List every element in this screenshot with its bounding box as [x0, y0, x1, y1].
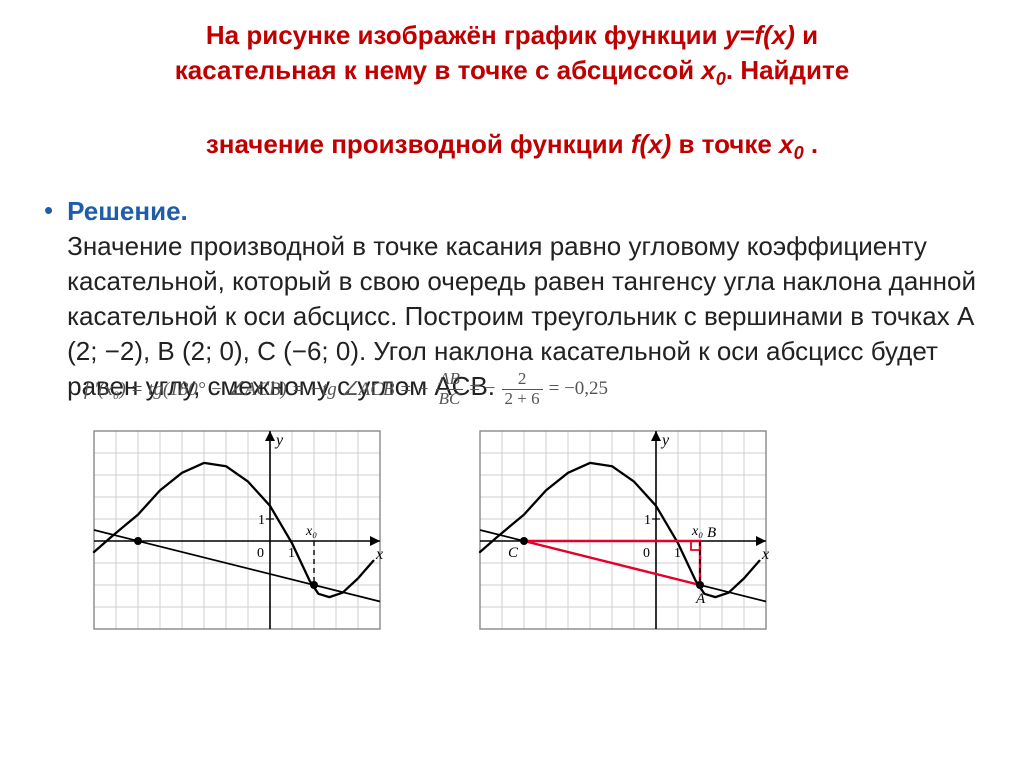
formula-rhs: = −0,25 [549, 378, 608, 400]
formula-lhs: f '(x₀) = tg(180° − ∠ACB) = −tg ∠ACB = − [84, 378, 430, 401]
svg-text:1: 1 [644, 513, 651, 528]
svg-text:0: 0 [257, 546, 264, 561]
svg-text:A: A [695, 591, 706, 607]
chart-left: yx101x₀ [84, 421, 400, 649]
svg-text:y: y [274, 432, 284, 449]
title-seg-2a: касательная к нему в точке с абсциссой [175, 55, 702, 85]
svg-text:x: x [375, 546, 383, 563]
frac1-den: BC [436, 390, 464, 409]
formula-frac-1: AB BC [436, 370, 464, 408]
svg-text:B: B [707, 525, 716, 541]
title-seg-1: На рисунке изображён график функции [206, 20, 725, 50]
title-eq-2: f(x) [631, 129, 671, 159]
solution-lead: Решение. [67, 196, 188, 226]
title-seg-3a: значение производной функции [206, 129, 631, 159]
svg-text:y: y [660, 432, 670, 449]
title-seg-3b: в точке [671, 129, 779, 159]
svg-text:x₀: x₀ [691, 524, 703, 539]
svg-text:C: C [508, 545, 519, 561]
bullet-icon: • [44, 196, 53, 225]
title-seg-2b: . Найдите [726, 55, 849, 85]
svg-text:0: 0 [643, 546, 650, 561]
svg-text:x₀: x₀ [305, 524, 317, 539]
frac2-den: 2 + 6 [502, 390, 543, 409]
title-x0-sub-2: 0 [794, 143, 804, 163]
frac2-num: 2 [515, 370, 530, 389]
svg-text:1: 1 [258, 513, 265, 528]
chart-right: yx101x₀BAC [470, 421, 786, 649]
page-title: На рисунке изображён график функции y=f(… [44, 18, 980, 166]
charts-row: yx101x₀ yx101x₀BAC [44, 421, 980, 649]
title-seg-1b: и [795, 20, 818, 50]
formula-frac-2: 2 2 + 6 [502, 370, 543, 408]
svg-text:x: x [761, 546, 769, 563]
title-eq-1: y=f(x) [725, 20, 795, 50]
title-x0-x-2: x [779, 129, 793, 159]
frac1-num: AB [436, 370, 463, 389]
title-seg-3c: . [804, 129, 818, 159]
title-x0-x: x [701, 55, 715, 85]
title-x0-sub: 0 [716, 69, 726, 89]
formula-mid: = − [469, 378, 495, 400]
